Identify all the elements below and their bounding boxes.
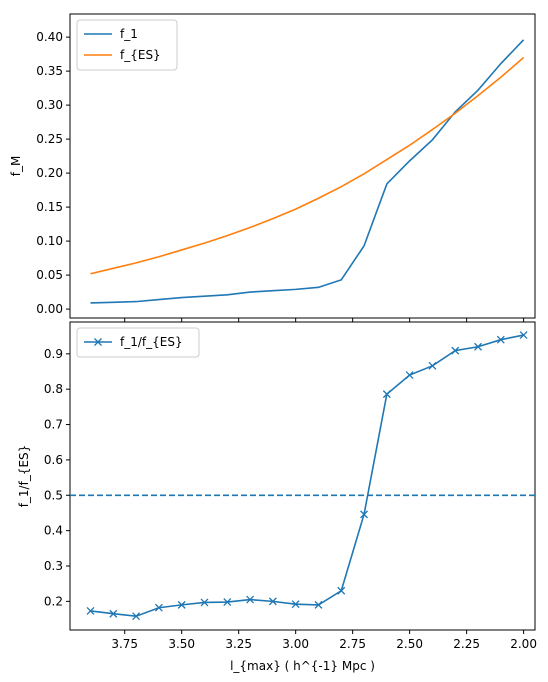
y-axis-label: f_M: [9, 156, 23, 177]
y-tick-label: 0.2: [44, 594, 63, 608]
y-tick-label: 0.20: [36, 166, 63, 180]
y-tick-label: 0.40: [36, 30, 63, 44]
axes-frame: [69, 321, 536, 631]
data-point: [519, 331, 528, 340]
y-tick-label: 0.30: [36, 98, 63, 112]
data-point: [428, 361, 437, 370]
y-tick-label: 0.25: [36, 132, 63, 146]
y-tick-label: 0.4: [44, 524, 63, 538]
data-point: [451, 346, 460, 355]
x-axis-label: l_{max} ( h^{-1} Mpc ): [230, 659, 375, 673]
x-tick-label: 3.25: [225, 637, 252, 651]
y-tick-label: 0.35: [36, 64, 63, 78]
data-point: [268, 597, 277, 606]
y-axis-label: f_1/f_{ES}: [17, 445, 31, 508]
x-tick-label: 3.00: [282, 637, 309, 651]
data-point: [496, 335, 505, 344]
legend-marker: [94, 338, 102, 346]
legend-label-0: f_1/f_{ES}: [120, 335, 183, 349]
x-tick-label: 2.50: [396, 637, 423, 651]
data-point: [177, 600, 186, 609]
data-point: [86, 606, 95, 615]
legend-label-0: f_1: [120, 27, 138, 41]
data-point: [360, 510, 369, 519]
data-point: [474, 342, 482, 351]
data-point: [109, 609, 118, 618]
legend-label-1: f_{ES}: [120, 48, 161, 62]
top-panel: 0.00 0.05 0.10 0.15 0.20 0.25 0.30 0.35 0.40 f_M f…: [9, 13, 536, 322]
y-tick-label: 0.8: [44, 382, 63, 396]
data-point: [200, 598, 209, 607]
axes-frame: [69, 13, 536, 319]
y-tick-label: 0.00: [36, 302, 63, 316]
series-line-1: [90, 56, 525, 275]
data-point: [337, 586, 346, 595]
y-tick-label: 0.6: [44, 453, 63, 467]
y-tick-label: 0.15: [36, 200, 63, 214]
y-tick-label: 0.5: [44, 488, 63, 502]
y-tick-label: 0.10: [36, 234, 63, 248]
x-tick-label: 2.25: [453, 637, 480, 651]
data-point: [291, 600, 300, 609]
x-tick-label: 2.75: [339, 637, 366, 651]
data-point: [382, 390, 391, 399]
data-point: [154, 603, 163, 612]
data-point: [314, 600, 323, 609]
y-tick-label: 0.3: [44, 559, 63, 573]
data-point: [132, 612, 141, 621]
y-tick-label: 0.7: [44, 418, 63, 432]
x-tick-label: 3.75: [111, 637, 138, 651]
legend-box: [76, 19, 178, 71]
data-point: [223, 598, 232, 607]
x-tick-label: 3.50: [168, 637, 195, 651]
data-point: [246, 595, 255, 604]
series-line-0: [90, 334, 524, 618]
legend-box: [76, 327, 200, 358]
y-tick-label: 0.9: [44, 347, 63, 361]
bottom-panel: 0.2 0.3 0.4 0.5 0.6 0.7 0.8 0.9 3.75 3.50 3.25 3.00…: [17, 321, 537, 673]
data-point: [405, 371, 414, 380]
x-tick-label: 2.00: [510, 637, 537, 651]
y-tick-label: 0.05: [36, 268, 63, 282]
